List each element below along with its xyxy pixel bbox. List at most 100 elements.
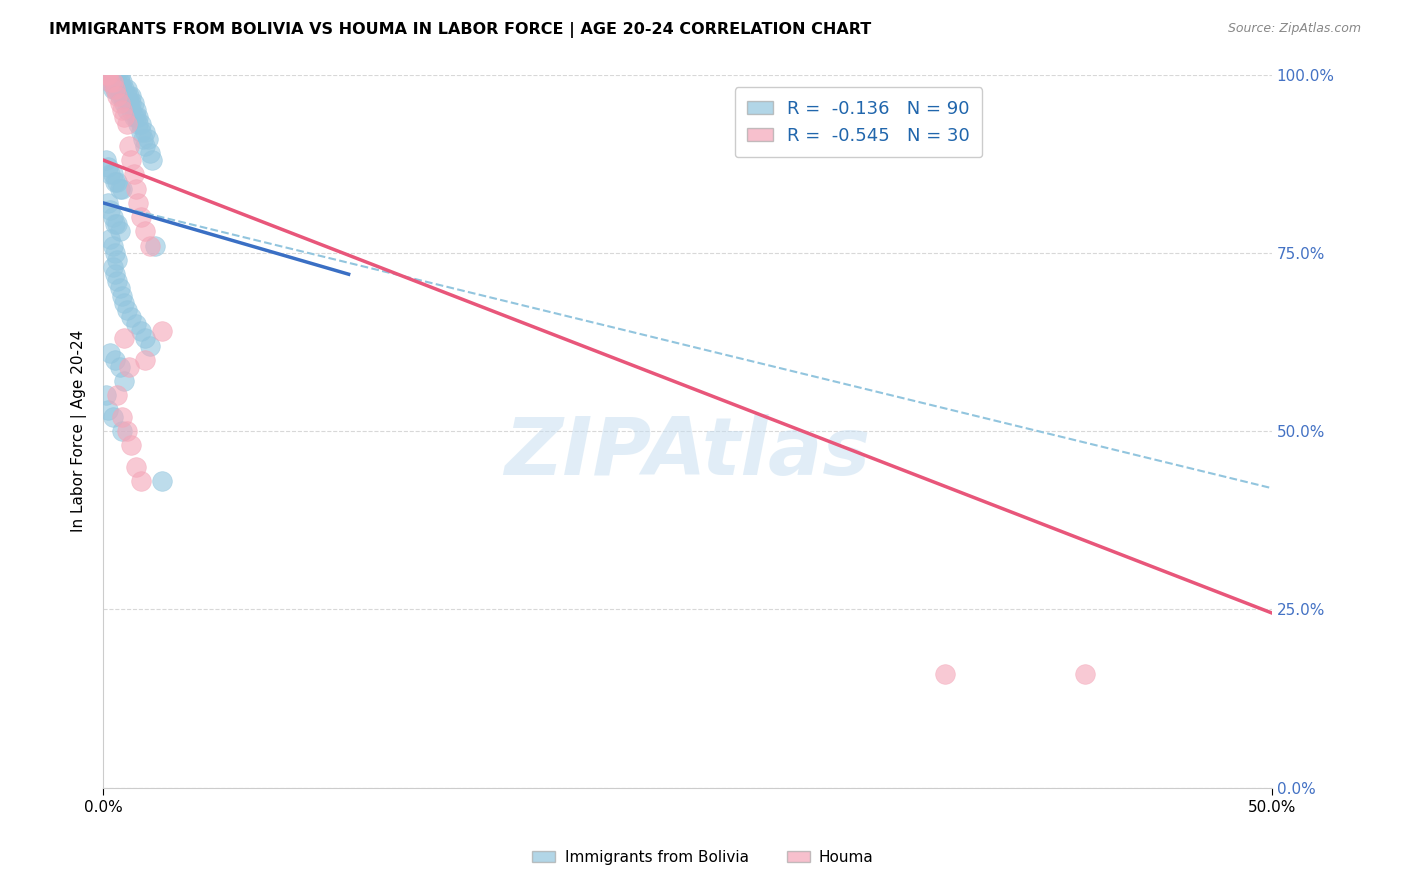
- Point: [105, 274, 128, 288]
- Point: [104, 174, 127, 188]
- Point: [125, 459, 148, 474]
- Point: [150, 324, 173, 338]
- Legend: R =  -0.136   N = 90, R =  -0.545   N = 30: R = -0.136 N = 90, R = -0.545 N = 30: [735, 87, 983, 157]
- Point: [101, 75, 124, 89]
- Point: [112, 331, 135, 345]
- Point: [105, 174, 128, 188]
- Point: [108, 281, 131, 295]
- Point: [98, 68, 121, 82]
- Point: [120, 103, 142, 118]
- Point: [105, 89, 128, 103]
- Point: [101, 82, 124, 96]
- Point: [104, 82, 127, 96]
- Point: [120, 438, 142, 452]
- Point: [98, 75, 121, 89]
- Point: [115, 82, 138, 96]
- Point: [127, 111, 149, 125]
- Point: [111, 424, 134, 438]
- Point: [94, 153, 117, 167]
- Point: [101, 75, 124, 89]
- Point: [105, 68, 128, 82]
- Point: [98, 167, 121, 181]
- Point: [118, 89, 141, 103]
- Point: [134, 224, 156, 238]
- Point: [115, 118, 138, 132]
- Text: IMMIGRANTS FROM BOLIVIA VS HOUMA IN LABOR FORCE | AGE 20-24 CORRELATION CHART: IMMIGRANTS FROM BOLIVIA VS HOUMA IN LABO…: [49, 22, 872, 38]
- Point: [94, 68, 117, 82]
- Point: [934, 666, 956, 681]
- Point: [118, 359, 141, 374]
- Point: [125, 317, 148, 331]
- Point: [139, 338, 162, 352]
- Point: [104, 68, 127, 82]
- Point: [104, 217, 127, 231]
- Point: [129, 210, 152, 224]
- Point: [97, 195, 120, 210]
- Point: [111, 75, 134, 89]
- Point: [111, 181, 134, 195]
- Point: [132, 132, 155, 146]
- Point: [98, 75, 121, 89]
- Point: [104, 267, 127, 281]
- Point: [101, 409, 124, 424]
- Point: [97, 68, 120, 82]
- Point: [120, 310, 142, 324]
- Point: [108, 224, 131, 238]
- Point: [129, 125, 152, 139]
- Point: [111, 409, 134, 424]
- Point: [98, 68, 121, 82]
- Point: [111, 288, 134, 302]
- Point: [104, 82, 127, 96]
- Point: [127, 195, 149, 210]
- Point: [120, 153, 142, 167]
- Point: [104, 352, 127, 367]
- Point: [97, 160, 120, 174]
- Point: [108, 75, 131, 89]
- Point: [111, 103, 134, 118]
- Point: [129, 118, 152, 132]
- Point: [108, 89, 131, 103]
- Point: [105, 75, 128, 89]
- Point: [139, 145, 162, 160]
- Point: [108, 181, 131, 195]
- Point: [97, 402, 120, 417]
- Point: [108, 82, 131, 96]
- Point: [104, 245, 127, 260]
- Point: [104, 68, 127, 82]
- Point: [143, 238, 166, 252]
- Point: [101, 167, 124, 181]
- Point: [101, 260, 124, 274]
- Point: [101, 238, 124, 252]
- Point: [105, 82, 128, 96]
- Text: ZIPAtlas: ZIPAtlas: [505, 414, 870, 491]
- Point: [97, 68, 120, 82]
- Point: [112, 111, 135, 125]
- Point: [112, 82, 135, 96]
- Point: [105, 388, 128, 402]
- Point: [129, 324, 152, 338]
- Point: [127, 118, 149, 132]
- Point: [136, 132, 159, 146]
- Point: [105, 217, 128, 231]
- Point: [150, 474, 173, 488]
- Point: [115, 424, 138, 438]
- Point: [98, 231, 121, 245]
- Point: [115, 103, 138, 118]
- Point: [115, 89, 138, 103]
- Text: Source: ZipAtlas.com: Source: ZipAtlas.com: [1227, 22, 1361, 36]
- Point: [141, 153, 163, 167]
- Point: [134, 331, 156, 345]
- Point: [108, 359, 131, 374]
- Point: [125, 111, 148, 125]
- Point: [122, 167, 145, 181]
- Point: [115, 302, 138, 317]
- Point: [98, 202, 121, 217]
- Point: [112, 96, 135, 111]
- Y-axis label: In Labor Force | Age 20-24: In Labor Force | Age 20-24: [72, 330, 87, 533]
- Point: [101, 68, 124, 82]
- Point: [104, 75, 127, 89]
- Legend: Immigrants from Bolivia, Houma: Immigrants from Bolivia, Houma: [526, 844, 880, 871]
- Point: [94, 68, 117, 82]
- Point: [105, 252, 128, 267]
- Point: [125, 181, 148, 195]
